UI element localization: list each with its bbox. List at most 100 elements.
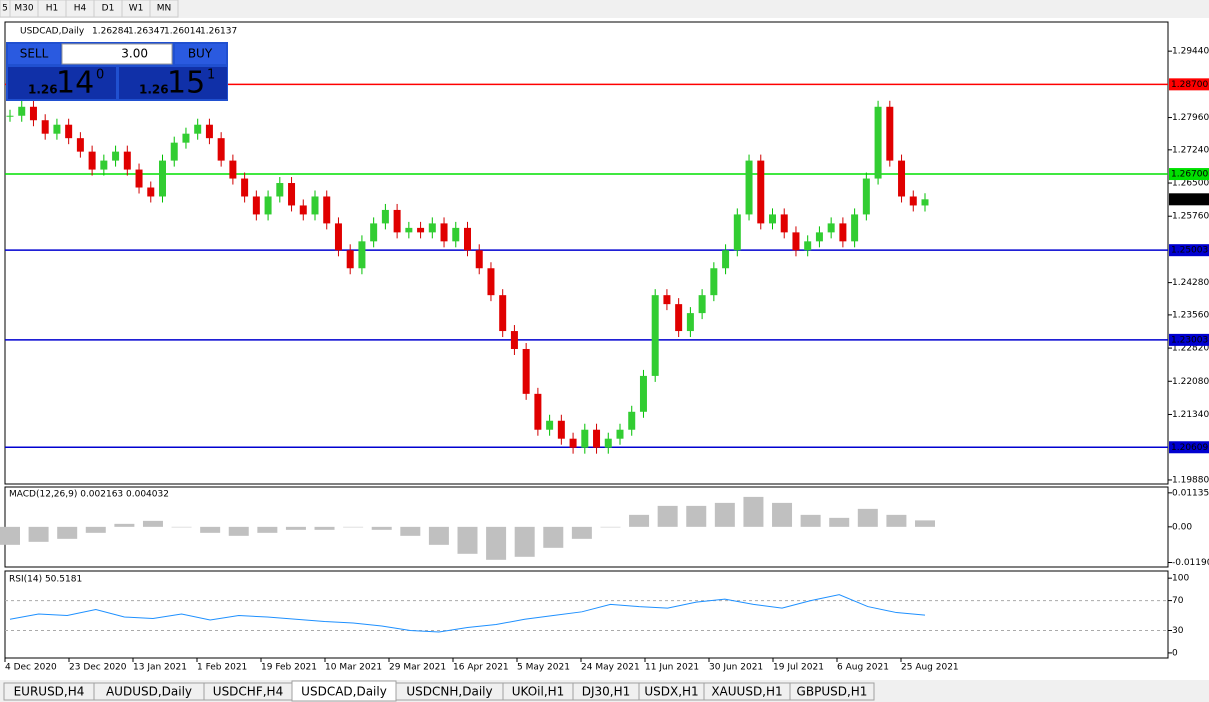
candle xyxy=(604,438,612,448)
current-price-label: 1.26137 xyxy=(1171,195,1208,205)
y-tick-label: 1.25760 xyxy=(1172,212,1209,222)
timeframe-label[interactable]: D1 xyxy=(102,4,115,14)
macd-bar xyxy=(257,526,278,533)
x-tick-label: 1 Feb 2021 xyxy=(197,663,247,673)
timeframe-label[interactable]: W1 xyxy=(129,4,144,14)
tab-label[interactable]: USDCAD,Daily xyxy=(301,685,387,699)
timeframe-label[interactable]: M30 xyxy=(14,4,33,14)
candle xyxy=(862,178,870,215)
macd-label: MACD(12,26,9) 0.002163 0.004032 xyxy=(9,490,169,500)
tab-label[interactable]: DJ30,H1 xyxy=(582,685,631,699)
timeframe-label[interactable]: H4 xyxy=(74,4,87,14)
candle xyxy=(370,223,378,242)
buy-button[interactable] xyxy=(175,44,226,64)
tab: AUDUSD,Daily xyxy=(93,682,205,701)
tab-label[interactable]: USDCHF,H4 xyxy=(213,685,283,699)
candle xyxy=(452,227,460,242)
macd-bar xyxy=(314,526,335,530)
tab: XAUUSD,H1 xyxy=(703,682,791,701)
ohlc-value: 1.26014 xyxy=(164,27,201,37)
tab-label[interactable]: UKOil,H1 xyxy=(512,685,565,699)
candle xyxy=(663,295,671,305)
candle xyxy=(839,223,847,242)
macd-bar xyxy=(629,514,650,527)
candle xyxy=(710,268,718,296)
candle xyxy=(757,160,765,224)
lots-value[interactable]: 3.00 xyxy=(121,47,148,61)
timeframe-label[interactable]: 5 xyxy=(2,4,8,14)
macd-bar xyxy=(829,517,850,527)
candle xyxy=(135,169,143,188)
candle xyxy=(311,196,319,215)
x-tick-label: 30 Jun 2021 xyxy=(709,663,763,673)
candle xyxy=(147,187,155,197)
candle xyxy=(581,429,589,448)
ohlc-value: 1.26347 xyxy=(128,27,165,37)
rsi-pane xyxy=(4,570,1169,659)
level-label: 1.23003 xyxy=(1171,335,1208,345)
candle xyxy=(346,250,354,269)
level-box xyxy=(1169,244,1209,257)
candle xyxy=(510,331,518,349)
y-tick-label: 100 xyxy=(1172,574,1189,584)
tab: UKOil,H1 xyxy=(502,682,574,701)
ask-box[interactable] xyxy=(119,67,227,99)
candle xyxy=(722,250,730,269)
candle xyxy=(229,160,237,179)
macd-bar xyxy=(915,520,935,527)
tab-label[interactable]: XAUUSD,H1 xyxy=(711,685,782,699)
bid-box[interactable] xyxy=(8,67,116,99)
tab: USDCHF,H4 xyxy=(203,682,293,701)
tab-bg[interactable] xyxy=(789,682,875,701)
timeframe-label[interactable]: MN xyxy=(157,4,172,14)
macd-bar xyxy=(772,502,793,527)
ask-prefix: 1.26 xyxy=(139,83,169,97)
candle xyxy=(804,241,812,251)
candle xyxy=(569,438,577,448)
x-tick-label: 23 Dec 2020 xyxy=(69,663,127,673)
macd-bar xyxy=(114,523,135,527)
ask-big: 15 xyxy=(167,66,205,101)
candle xyxy=(299,205,307,215)
tab-label[interactable]: USDX,H1 xyxy=(644,685,698,699)
chart-window xyxy=(0,18,1209,680)
y-tick-label: -0.011904 xyxy=(1172,558,1209,568)
candle xyxy=(628,411,636,430)
y-tick-label: 1.23560 xyxy=(1172,310,1209,320)
y-tick-label: 0.01135 xyxy=(1172,488,1209,498)
x-tick-label: 11 Jun 2021 xyxy=(645,663,699,673)
x-tick-label: 25 Aug 2021 xyxy=(901,663,959,673)
y-tick-label: 1.22080 xyxy=(1172,377,1209,387)
candle xyxy=(921,199,929,206)
candle xyxy=(616,429,624,439)
buy-label[interactable]: BUY xyxy=(188,47,213,61)
x-tick-label: 5 May 2021 xyxy=(517,663,570,673)
bid-small: 0 xyxy=(96,68,104,83)
tab-label[interactable]: USDCNH,Daily xyxy=(406,685,492,699)
candle xyxy=(898,160,906,197)
timeframe-button[interactable] xyxy=(149,0,179,18)
y-tick-label: 30 xyxy=(1172,626,1184,636)
sell-label[interactable]: SELL xyxy=(20,47,49,61)
candle xyxy=(886,106,894,161)
macd-bar xyxy=(486,526,507,560)
sell-button[interactable] xyxy=(8,44,60,64)
y-tick-label: 0 xyxy=(1172,648,1178,658)
candle xyxy=(194,124,202,134)
candle xyxy=(53,124,61,134)
candle xyxy=(252,196,260,215)
macd-bar xyxy=(0,526,20,545)
candle xyxy=(534,393,542,430)
macd-bar xyxy=(886,514,907,527)
tab-label[interactable]: EURUSD,H4 xyxy=(14,685,85,699)
timeframe-label[interactable]: H1 xyxy=(46,4,59,14)
tab-label[interactable]: AUDUSD,Daily xyxy=(106,685,192,699)
lots-input[interactable] xyxy=(61,43,173,65)
x-tick-label: 19 Jul 2021 xyxy=(773,663,824,673)
candle xyxy=(100,160,108,170)
macd-bar xyxy=(714,502,735,527)
candle xyxy=(323,196,331,224)
rsi-line xyxy=(9,594,926,633)
tab-label[interactable]: GBPUSD,H1 xyxy=(797,685,868,699)
